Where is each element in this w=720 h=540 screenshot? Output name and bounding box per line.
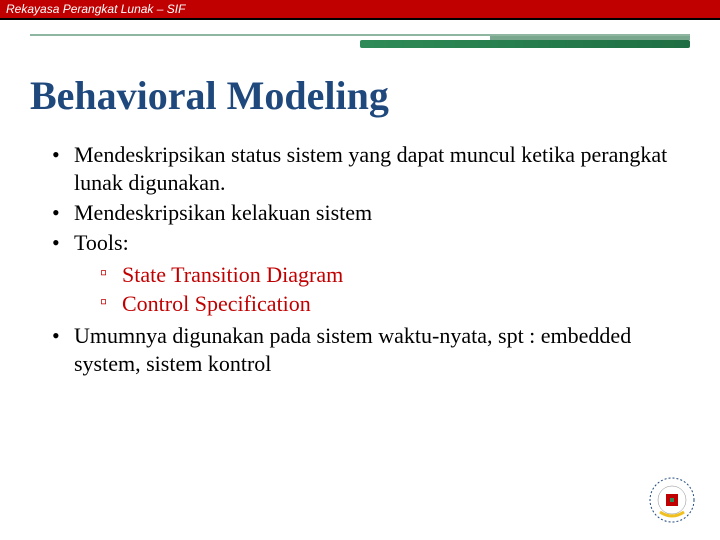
bullet-item: Mendeskripsikan kelakuan sistem — [50, 199, 680, 227]
sub-list: State Transition Diagram Control Specifi… — [98, 260, 680, 318]
sub-text: Control Specification — [122, 291, 311, 316]
bullet-text: Umumnya digunakan pada sistem waktu-nyat… — [74, 323, 631, 376]
university-logo — [648, 476, 696, 524]
sub-text: State Transition Diagram — [122, 262, 343, 287]
logo-icon — [648, 476, 696, 524]
bullet-item: Tools: State Transition Diagram Control … — [50, 229, 680, 317]
bullet-item: Umumnya digunakan pada sistem waktu-nyat… — [50, 322, 680, 378]
slide-title: Behavioral Modeling — [30, 72, 720, 119]
bullet-item: Mendeskripsikan status sistem yang dapat… — [50, 141, 680, 197]
divider — [0, 34, 720, 64]
bullet-list: Mendeskripsikan status sistem yang dapat… — [50, 141, 680, 378]
header-bar: Rekayasa Perangkat Lunak – SIF — [0, 0, 720, 20]
header-label: Rekayasa Perangkat Lunak – SIF — [6, 2, 185, 16]
bullet-text: Mendeskripsikan status sistem yang dapat… — [74, 142, 667, 195]
bullet-text: Tools: — [74, 230, 129, 255]
divider-thick-line — [360, 40, 690, 48]
content-area: Mendeskripsikan status sistem yang dapat… — [50, 141, 680, 378]
sub-item: State Transition Diagram — [98, 260, 680, 289]
bullet-text: Mendeskripsikan kelakuan sistem — [74, 200, 372, 225]
sub-item: Control Specification — [98, 289, 680, 318]
